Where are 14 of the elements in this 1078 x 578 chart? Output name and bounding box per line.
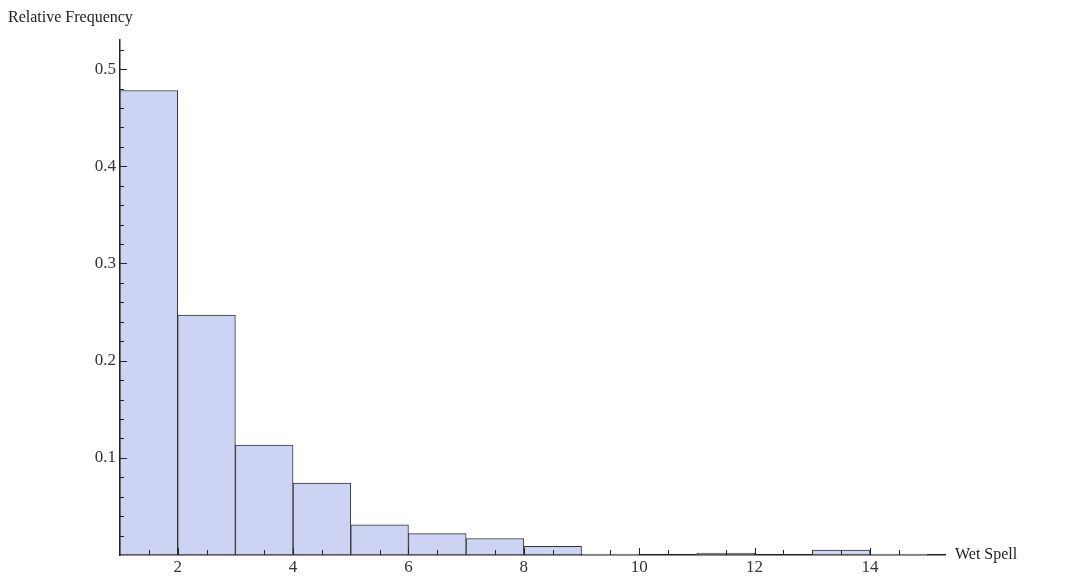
y-axis-title: Relative Frequency (8, 8, 133, 27)
x-tick-label: 4 (288, 556, 298, 576)
x-axis-title: Wet Spell (955, 545, 1018, 564)
y-tick-label: 0.5 (94, 58, 116, 78)
x-tick-label: 6 (404, 556, 413, 576)
y-tick-label: 0.2 (94, 350, 116, 370)
y-tick-label: 0.3 (94, 252, 116, 272)
x-tick-label: 10 (630, 556, 648, 576)
y-tick-label: 0.4 (94, 155, 117, 175)
x-tick-label: 14 (861, 556, 879, 576)
x-tick-label: 2 (173, 556, 182, 576)
x-tick-label: 12 (746, 556, 764, 576)
y-tick-label: 0.1 (94, 447, 116, 467)
x-tick-label: 8 (519, 556, 529, 576)
